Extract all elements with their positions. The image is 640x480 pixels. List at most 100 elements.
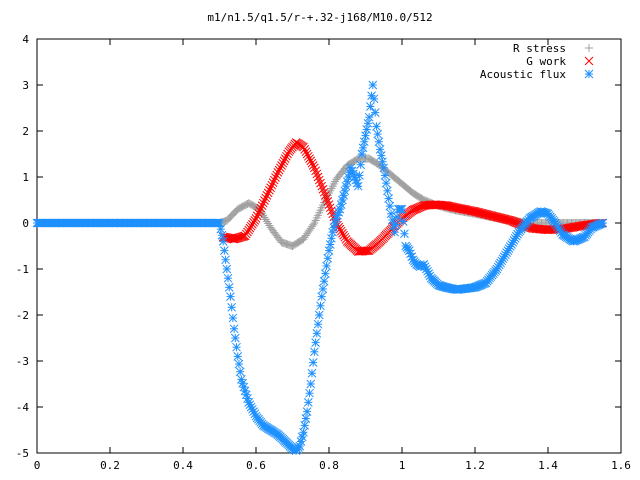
data-point bbox=[307, 158, 317, 168]
data-point bbox=[307, 368, 317, 378]
data-point bbox=[312, 169, 322, 179]
legend-marker bbox=[584, 56, 594, 66]
data-point bbox=[221, 255, 230, 265]
data-point bbox=[280, 154, 290, 163]
data-point bbox=[320, 269, 330, 278]
data-point bbox=[235, 367, 245, 377]
data-point bbox=[310, 163, 319, 173]
data-point bbox=[323, 253, 333, 263]
data-point bbox=[325, 203, 335, 213]
data-point bbox=[311, 166, 320, 176]
data-point bbox=[256, 203, 266, 213]
data-point bbox=[250, 215, 260, 225]
data-point bbox=[327, 206, 336, 216]
data-point bbox=[338, 228, 347, 238]
data-point bbox=[282, 151, 291, 161]
data-point bbox=[233, 352, 243, 361]
data-point bbox=[355, 171, 364, 180]
data-point bbox=[264, 219, 273, 228]
x-tick-label: 1.4 bbox=[538, 459, 558, 472]
data-point bbox=[243, 227, 252, 237]
data-point bbox=[240, 231, 250, 241]
data-point bbox=[364, 112, 374, 122]
data-point bbox=[266, 183, 275, 193]
data-point bbox=[226, 292, 235, 301]
data-point bbox=[314, 175, 324, 185]
y-tick-label: 4 bbox=[22, 33, 29, 46]
data-point bbox=[330, 218, 340, 228]
y-tick-label: 2 bbox=[22, 125, 29, 138]
data-point bbox=[305, 154, 314, 163]
y-tick-label: 3 bbox=[22, 79, 29, 92]
data-point bbox=[234, 359, 244, 369]
data-point bbox=[302, 149, 312, 159]
data-point bbox=[385, 201, 395, 211]
data-point bbox=[368, 80, 378, 90]
data-point bbox=[258, 198, 268, 208]
data-point bbox=[374, 137, 384, 147]
data-point bbox=[372, 122, 381, 131]
data-point bbox=[251, 214, 261, 223]
x-tick-label: 1.6 bbox=[611, 459, 631, 472]
data-point bbox=[302, 407, 312, 416]
data-point bbox=[232, 342, 241, 352]
data-point bbox=[353, 181, 363, 191]
data-point bbox=[340, 232, 350, 242]
data-point bbox=[379, 163, 389, 173]
data-point bbox=[598, 218, 608, 228]
y-tick-label: -3 bbox=[16, 355, 29, 368]
data-point bbox=[305, 388, 314, 398]
data-point bbox=[265, 185, 274, 195]
y-tick-label: 0 bbox=[22, 217, 29, 230]
data-point bbox=[381, 178, 391, 188]
y-tick-label: -4 bbox=[16, 401, 30, 414]
data-point bbox=[383, 186, 392, 196]
legend-label: R stress bbox=[513, 42, 566, 55]
data-point bbox=[279, 156, 289, 166]
data-point bbox=[306, 379, 316, 389]
data-point bbox=[335, 224, 345, 234]
data-point bbox=[366, 102, 375, 111]
data-point bbox=[260, 196, 269, 205]
y-tick-label: -2 bbox=[16, 309, 29, 322]
data-point bbox=[272, 170, 282, 180]
data-point bbox=[380, 171, 390, 180]
data-point bbox=[246, 221, 256, 231]
data-point bbox=[227, 302, 237, 312]
data-point bbox=[283, 149, 292, 159]
x-tick-label: 0.2 bbox=[100, 459, 120, 472]
data-point bbox=[356, 160, 365, 170]
data-point bbox=[308, 161, 318, 170]
data-point bbox=[267, 180, 277, 190]
legend-label: Acoustic flux bbox=[480, 68, 566, 81]
data-point bbox=[220, 246, 229, 255]
data-point bbox=[398, 217, 408, 226]
data-point bbox=[317, 292, 327, 301]
data-point bbox=[391, 220, 401, 229]
data-point bbox=[361, 246, 370, 256]
x-tick-label: 0 bbox=[34, 459, 41, 472]
data-point bbox=[311, 338, 320, 347]
data-point bbox=[244, 225, 254, 235]
y-axis-ticks: 4 3 2 1 0 -1 -2 -3 -4 -5 bbox=[16, 33, 621, 460]
data-point bbox=[275, 163, 285, 173]
data-point bbox=[229, 324, 239, 334]
data-point bbox=[314, 310, 324, 320]
data-point bbox=[322, 261, 331, 271]
data-point bbox=[400, 229, 409, 239]
data-point bbox=[252, 211, 262, 221]
data-point bbox=[392, 212, 402, 222]
data-point bbox=[262, 191, 272, 200]
data-point bbox=[261, 193, 271, 203]
data-point bbox=[320, 191, 330, 200]
data-point bbox=[318, 184, 328, 194]
data-point bbox=[261, 215, 270, 224]
data-point bbox=[303, 398, 313, 407]
legend-marker bbox=[584, 69, 594, 79]
data-point bbox=[310, 347, 319, 357]
data-point bbox=[339, 230, 348, 240]
data-point bbox=[223, 273, 233, 283]
data-point bbox=[301, 414, 311, 423]
data-point bbox=[274, 165, 284, 175]
